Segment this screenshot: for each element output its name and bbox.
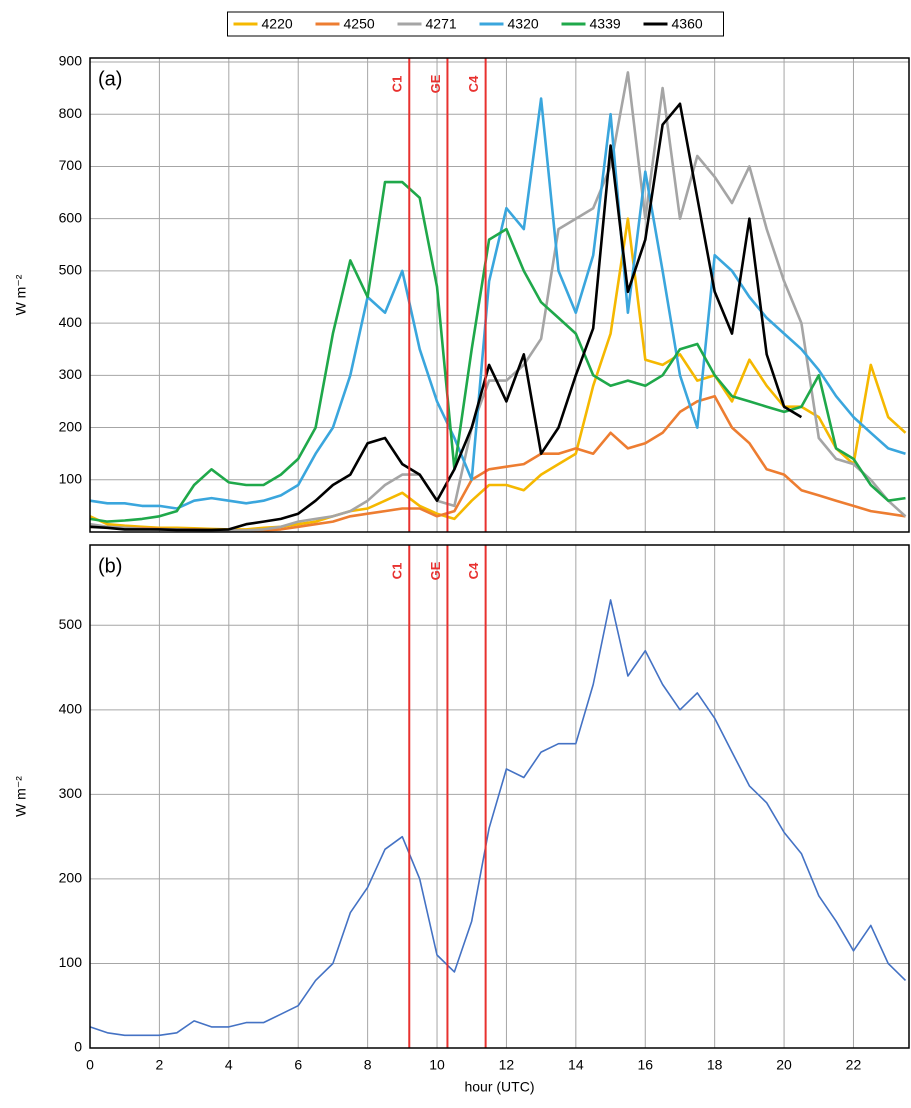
series-line: [89, 102, 803, 532]
x-tick-label: 2: [156, 1057, 164, 1073]
legend-label: 4250: [344, 16, 375, 32]
x-tick-label: 8: [364, 1057, 372, 1073]
x-tick-label: 18: [707, 1057, 723, 1073]
y-tick-label: 0: [74, 1039, 82, 1055]
series-line: [89, 180, 906, 523]
x-axis-label: hour (UTC): [464, 1079, 534, 1095]
series-line: [89, 599, 907, 1037]
y-tick-label: 400: [59, 701, 83, 717]
y-axis-label: W m⁻²: [13, 776, 29, 817]
annotation-label: C4: [466, 75, 481, 92]
y-tick-label: 500: [59, 262, 83, 278]
annotation-label: GE: [428, 561, 443, 580]
panel-label: (b): [98, 555, 122, 577]
legend-label: 4320: [508, 16, 539, 32]
y-tick-label: 500: [59, 616, 83, 632]
y-tick-label: 900: [59, 53, 83, 69]
x-tick-label: 0: [86, 1057, 94, 1073]
series-line: [89, 217, 907, 531]
x-tick-label: 10: [429, 1057, 445, 1073]
annotation-label: C4: [466, 562, 481, 579]
x-tick-label: 22: [846, 1057, 862, 1073]
y-tick-label: 100: [59, 470, 83, 486]
plot-frame: [89, 544, 910, 1049]
y-tick-label: 700: [59, 157, 83, 173]
legend: 4220 4250 4271 4320 4339 4360: [227, 11, 724, 37]
x-tick-label: 6: [294, 1057, 302, 1073]
y-tick-label: 300: [59, 366, 83, 382]
y-tick-label: 400: [59, 314, 83, 330]
y-axis-label: W m⁻²: [13, 274, 29, 315]
series-line: [89, 97, 906, 510]
annotation-label: C1: [390, 563, 405, 580]
y-tick-label: 200: [59, 418, 83, 434]
series-line: [89, 71, 907, 532]
x-tick-label: 12: [499, 1057, 515, 1073]
y-tick-label: 200: [59, 870, 83, 886]
series-line: [90, 394, 906, 532]
panel-label: (a): [98, 68, 122, 90]
y-tick-label: 300: [59, 785, 83, 801]
y-tick-label: 800: [59, 105, 83, 121]
legend-box: [227, 11, 724, 37]
y-tick-label: 100: [59, 954, 83, 970]
legend-label: 4220: [262, 16, 293, 32]
legend-label: 4360: [672, 16, 703, 32]
plot-frame: [89, 57, 910, 533]
x-tick-label: 16: [637, 1057, 653, 1073]
x-tick-label: 14: [568, 1057, 584, 1073]
legend-label: 4271: [426, 16, 457, 32]
x-tick-label: 20: [776, 1057, 792, 1073]
x-tick-label: 4: [225, 1057, 233, 1073]
y-tick-label: 600: [59, 209, 83, 225]
annotation-label: C1: [390, 76, 405, 93]
annotation-label: GE: [428, 74, 443, 93]
legend-label: 4339: [590, 16, 621, 32]
